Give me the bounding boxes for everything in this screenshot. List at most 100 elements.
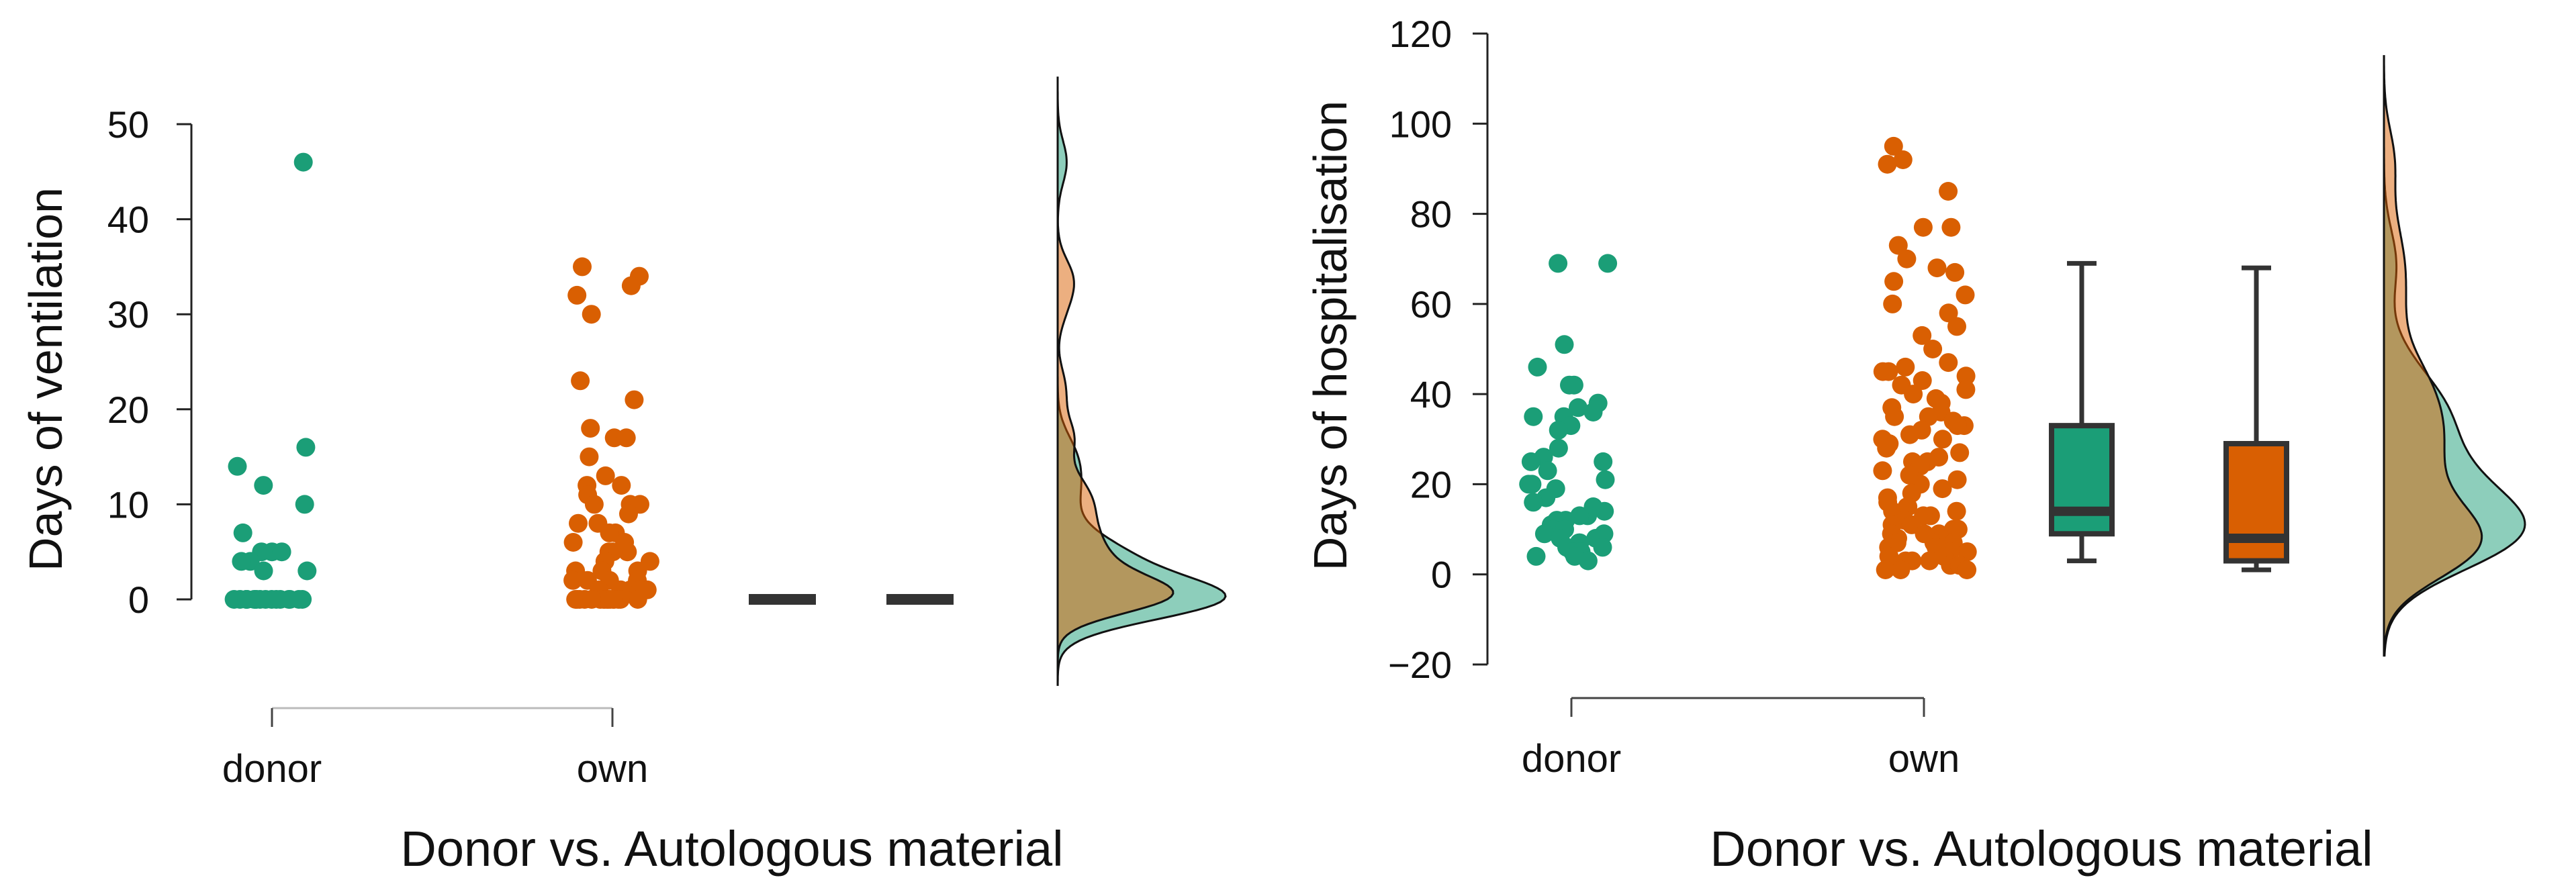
y-axis-title: Days of ventilation bbox=[19, 187, 72, 571]
data-point bbox=[1939, 303, 1958, 323]
data-point bbox=[250, 590, 270, 609]
data-point bbox=[573, 257, 592, 277]
data-point bbox=[1939, 182, 1958, 201]
data-point bbox=[1555, 335, 1574, 354]
y-tick-label: 30 bbox=[107, 293, 149, 336]
data-point bbox=[1927, 258, 1947, 278]
data-point bbox=[582, 590, 602, 609]
boxplot-box bbox=[2223, 441, 2289, 564]
data-point bbox=[1598, 254, 1618, 273]
data-point bbox=[1521, 452, 1540, 471]
data-point bbox=[1564, 375, 1583, 395]
data-point bbox=[1888, 236, 1908, 255]
data-point bbox=[1904, 385, 1923, 404]
data-point bbox=[233, 523, 252, 542]
data-point bbox=[1595, 501, 1614, 521]
ventilation-raincloud-panel: 0 10 20 30 40 50 donor own Days of ventilation… bbox=[19, 77, 1227, 877]
data-point bbox=[1950, 443, 1970, 462]
data-point bbox=[1524, 407, 1543, 426]
x-axis-bracket: donor own bbox=[1522, 697, 1960, 781]
y-tick-label: 20 bbox=[1410, 463, 1452, 505]
data-point bbox=[296, 438, 316, 457]
data-point bbox=[1933, 479, 1952, 499]
data-point bbox=[271, 590, 290, 609]
data-point bbox=[1947, 501, 1966, 521]
data-point bbox=[293, 152, 313, 172]
data-point bbox=[1524, 493, 1543, 512]
data-point bbox=[625, 390, 644, 409]
boxplot-box bbox=[2049, 423, 2115, 537]
data-point bbox=[1885, 407, 1904, 426]
data-point bbox=[1947, 317, 1966, 336]
y-tick-label: 50 bbox=[107, 103, 149, 146]
data-point bbox=[1956, 366, 1976, 386]
data-point bbox=[1913, 217, 1933, 237]
data-point bbox=[1578, 551, 1598, 571]
y-tick-label: 0 bbox=[1431, 554, 1452, 596]
data-point bbox=[618, 542, 637, 562]
data-point bbox=[616, 428, 636, 448]
y-tick-label: 20 bbox=[107, 389, 149, 431]
data-point bbox=[1933, 430, 1952, 449]
data-point bbox=[1947, 470, 1967, 489]
data-point bbox=[1876, 560, 1895, 579]
x-category-label: donor bbox=[1522, 737, 1621, 781]
y-axis-title: Days of hospitalisation bbox=[1304, 101, 1356, 571]
data-point bbox=[1958, 560, 1977, 579]
data-point bbox=[569, 513, 588, 533]
data-point bbox=[580, 447, 599, 466]
y-tick-label: 10 bbox=[107, 483, 149, 526]
data-point bbox=[1873, 461, 1892, 481]
data-point bbox=[1878, 154, 1897, 174]
jitter-points bbox=[1519, 136, 1977, 579]
x-axis-bracket: donor own bbox=[222, 707, 648, 791]
data-point bbox=[1528, 357, 1547, 377]
data-point bbox=[1569, 398, 1588, 417]
density-clouds bbox=[2383, 55, 2526, 657]
data-point bbox=[1549, 438, 1568, 458]
data-point bbox=[1877, 438, 1896, 458]
density-cloud bbox=[2383, 55, 2483, 657]
data-point bbox=[232, 552, 251, 571]
x-category-label: own bbox=[577, 747, 648, 791]
y-tick-label: 0 bbox=[128, 579, 149, 621]
data-point bbox=[1884, 272, 1904, 291]
data-point bbox=[567, 285, 587, 305]
data-point bbox=[1538, 461, 1557, 481]
boxplots bbox=[2049, 260, 2289, 573]
boxplots bbox=[749, 594, 954, 605]
y-tick-label: 80 bbox=[1410, 193, 1452, 236]
data-point bbox=[1913, 371, 1932, 390]
data-point bbox=[584, 495, 604, 514]
data-point bbox=[1583, 403, 1603, 422]
data-point bbox=[604, 590, 623, 609]
data-point bbox=[582, 305, 601, 324]
data-point bbox=[1945, 262, 1965, 282]
data-point bbox=[1596, 470, 1615, 489]
x-category-label: own bbox=[1888, 737, 1960, 781]
data-point bbox=[571, 371, 590, 391]
data-point bbox=[621, 276, 641, 295]
data-point bbox=[612, 476, 631, 495]
data-point bbox=[1923, 340, 1943, 358]
data-point bbox=[1941, 217, 1961, 237]
data-point bbox=[1549, 420, 1568, 440]
data-point bbox=[1939, 353, 1958, 373]
data-point bbox=[581, 419, 600, 438]
y-tick-label: 100 bbox=[1389, 103, 1452, 145]
density-cloud bbox=[1056, 77, 1175, 685]
y-axis: −20 0 20 40 60 80 100 120 bbox=[1388, 13, 1489, 686]
hospitalisation-raincloud-panel: −20 0 20 40 60 80 100 120 donor own Days of hosp… bbox=[1304, 13, 2526, 877]
density-clouds bbox=[1056, 77, 1227, 686]
x-category-label: donor bbox=[222, 747, 322, 791]
y-tick-label: 40 bbox=[1410, 373, 1452, 415]
data-point bbox=[1920, 551, 1939, 571]
data-point bbox=[1593, 538, 1612, 557]
data-point bbox=[566, 590, 586, 609]
data-point bbox=[1884, 136, 1903, 156]
x-axis-title: Donor vs. Autologous material bbox=[400, 821, 1063, 877]
y-tick-label: 60 bbox=[1410, 283, 1452, 326]
data-point bbox=[254, 561, 273, 581]
data-point bbox=[1900, 425, 1919, 444]
